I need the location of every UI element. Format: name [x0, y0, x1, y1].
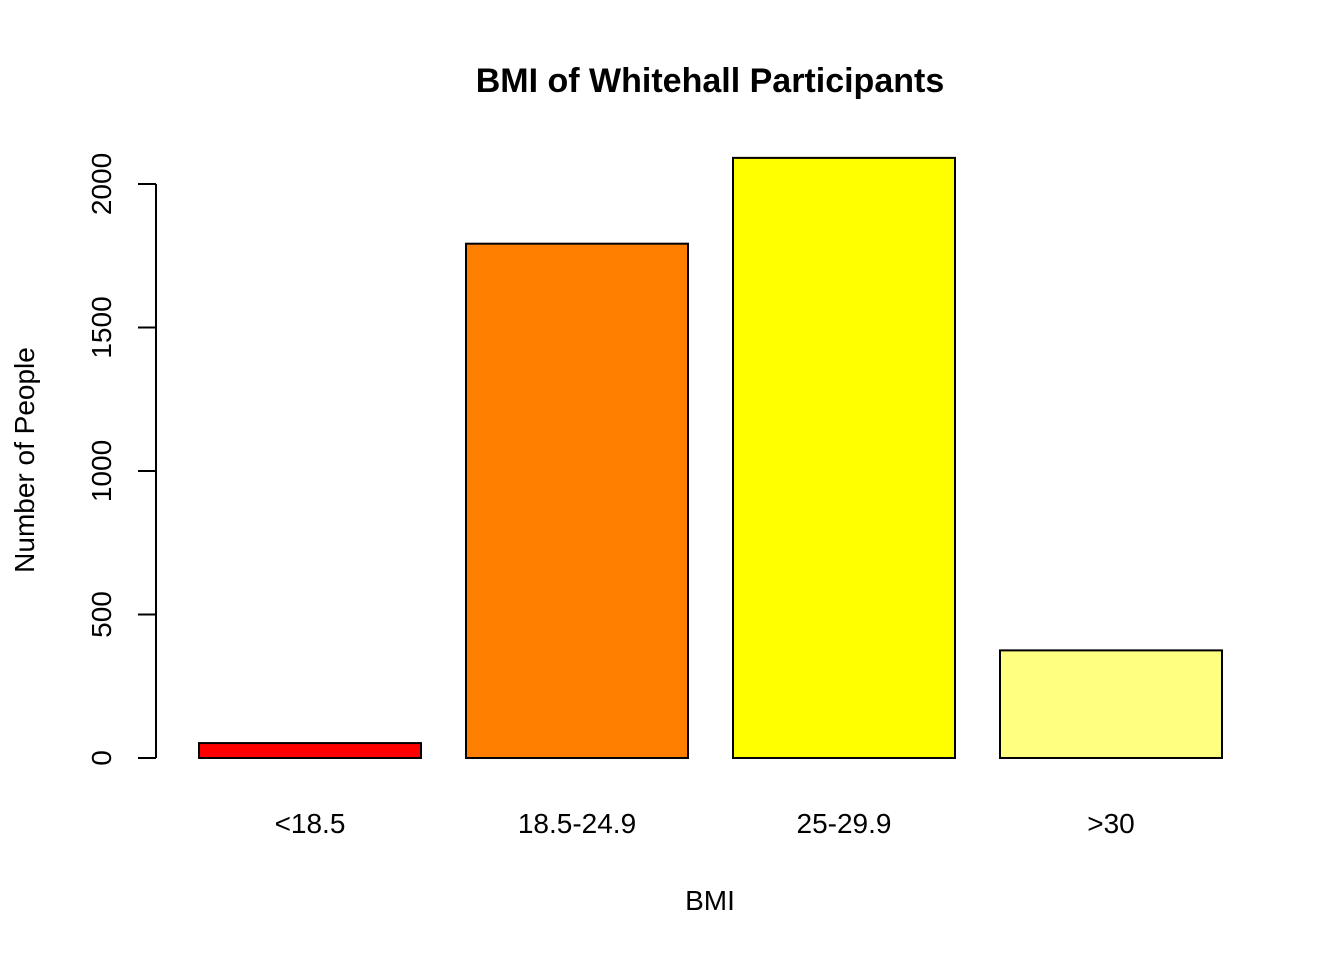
x-axis-label: BMI — [685, 885, 735, 916]
x-tick-label: <18.5 — [275, 808, 346, 839]
chart-title: BMI of Whitehall Participants — [476, 62, 944, 100]
y-tick-label: 1500 — [86, 296, 117, 358]
y-axis-label: Number of People — [9, 347, 40, 573]
x-tick-label: 25-29.9 — [797, 808, 892, 839]
y-tick-label: 500 — [86, 591, 117, 638]
x-tick-label: 18.5-24.9 — [518, 808, 636, 839]
bars-group — [198, 156, 1223, 760]
y-axis: 0 500 1000 1500 2000 — [86, 153, 157, 766]
y-tick-label: 0 — [86, 750, 117, 766]
x-tick-labels: <18.5 18.5-24.9 25-29.9 >30 — [275, 808, 1135, 839]
bar-1 — [465, 242, 689, 760]
y-tick-label: 2000 — [86, 153, 117, 215]
bar-2 — [732, 156, 956, 759]
x-tick-label: >30 — [1087, 808, 1135, 839]
bar-0 — [198, 742, 422, 759]
y-tick-label: 1000 — [86, 440, 117, 502]
bar-3 — [999, 649, 1223, 759]
